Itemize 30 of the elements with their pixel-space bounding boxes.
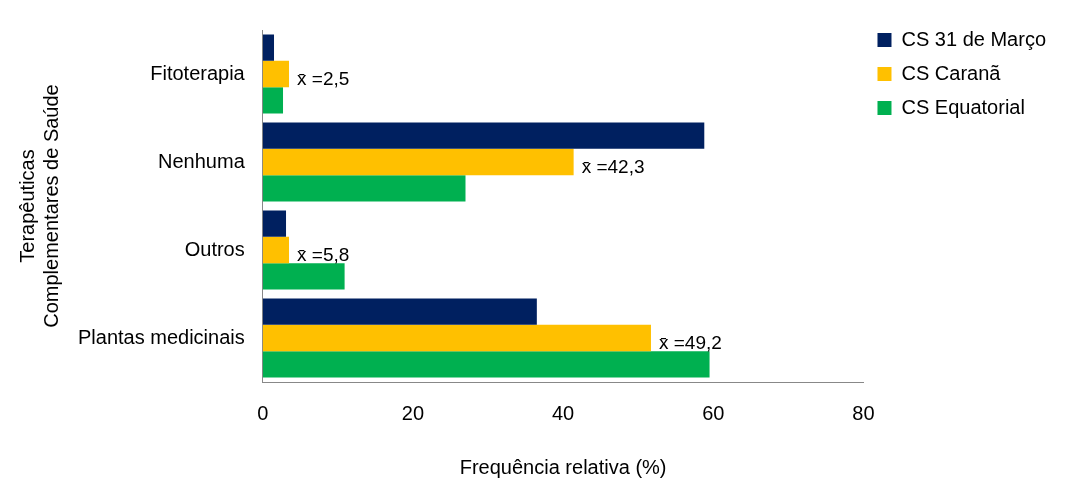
bar	[262, 34, 275, 61]
bar	[262, 148, 574, 176]
y-tick-label: Fitoterapia	[150, 61, 246, 84]
bar	[262, 324, 651, 352]
y-tick-label: Outros	[184, 237, 245, 260]
legend-label: CS 31 de Março	[901, 27, 1046, 50]
bar	[262, 263, 345, 290]
bar	[262, 175, 466, 202]
y-axis-title: Terapêuticas Complementares de Saúde	[15, 84, 62, 328]
legend-label: CS Equatorial	[901, 95, 1025, 118]
x-tick-label: 40	[551, 401, 575, 424]
annotation: x̄ =2,5	[297, 68, 350, 90]
x-tick-label: 60	[702, 401, 725, 424]
annotation: x̄ =49,2	[658, 332, 722, 354]
bar	[262, 122, 705, 149]
bar	[262, 87, 284, 114]
x-tick-label: 0	[257, 401, 269, 424]
bar	[262, 298, 537, 325]
x-tick-label: 20	[401, 401, 425, 424]
x-axis-title: Frequência relativa (%)	[459, 455, 667, 478]
y-tick-label: Nenhuma	[158, 149, 246, 172]
x-tick-label: 80	[852, 401, 875, 424]
annotation: x̄ =42,3	[581, 156, 645, 178]
bar	[262, 210, 287, 237]
annotation: x̄ =5,8	[297, 244, 350, 266]
y-tick-label: Plantas medicinais	[78, 325, 245, 348]
legend-label: CS Caranã	[901, 61, 1002, 84]
bar	[262, 236, 290, 264]
bar	[262, 60, 290, 88]
bar	[262, 351, 710, 378]
